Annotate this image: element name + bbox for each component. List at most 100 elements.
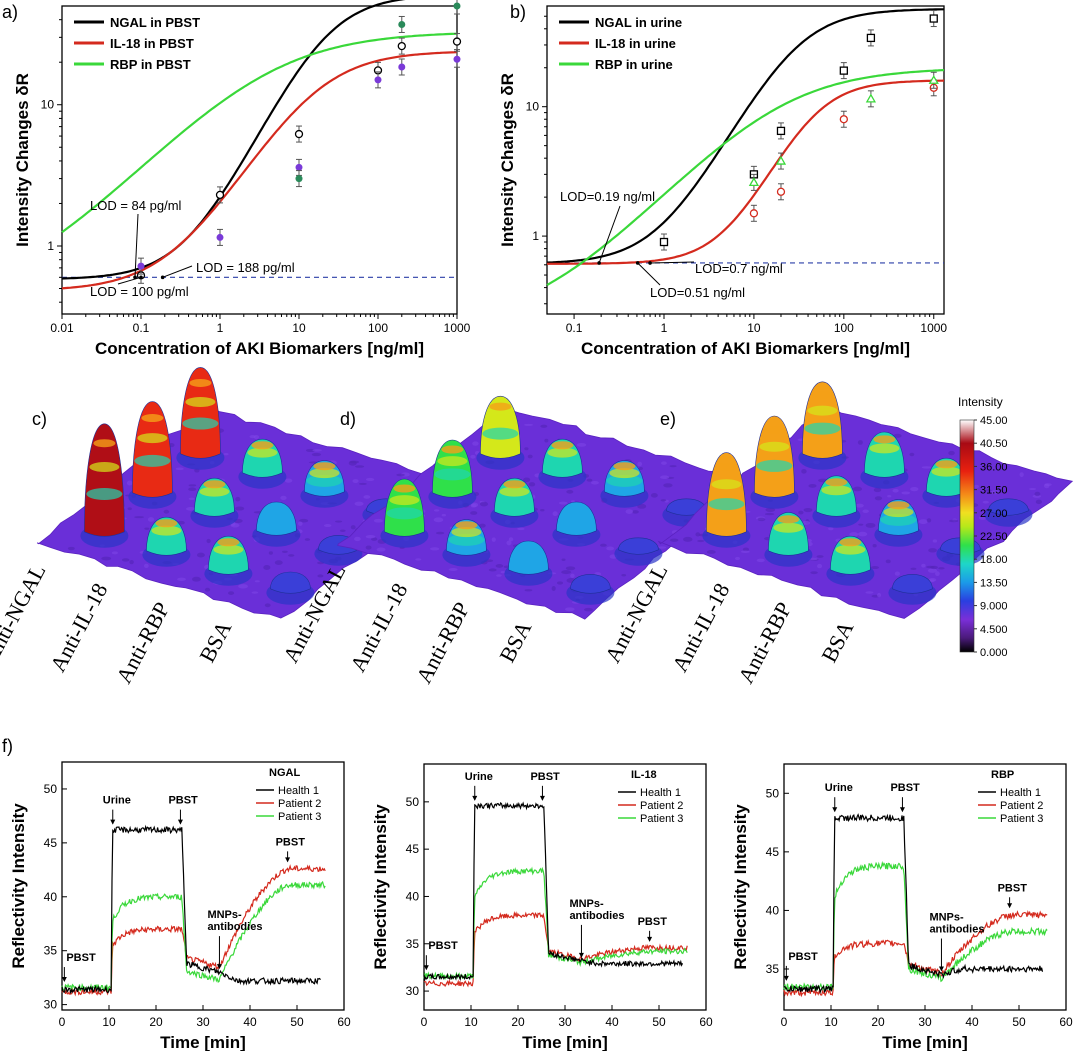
surface-noise — [163, 509, 170, 514]
surface-noise — [932, 539, 938, 543]
y-tick-label: 50 — [766, 786, 780, 800]
peak-band — [151, 525, 182, 536]
chart-a: 0.01 0.1 1 10 100 1000 1 10 Concentration of AKI… — [13, 0, 471, 358]
row-label: Anti-RBP — [111, 598, 174, 687]
x-tick-label: 100 — [834, 321, 854, 335]
row-label: BSA — [816, 617, 858, 667]
peak-band — [199, 486, 230, 497]
peak-band — [931, 466, 962, 477]
peak-band — [185, 396, 216, 407]
annotation-arrow — [162, 265, 193, 278]
annotation-line: PBST — [788, 951, 818, 963]
chart-f2: 0 10 20 30 40 50 60 30 35 40 45 50 Time [min] Reflect… — [371, 763, 713, 1051]
surface-noise — [206, 538, 211, 544]
colorbar: Intensity 45.00 40.50 36.00 31.50 27.00 22.50 1… — [958, 395, 1008, 659]
surface-noise — [288, 554, 295, 557]
x-tick-label: 20 — [871, 1015, 885, 1029]
surface-noise — [373, 518, 383, 523]
peak-band — [883, 507, 914, 518]
annotation-line: Urine — [465, 771, 493, 783]
surface-noise — [528, 482, 536, 487]
annotation-line: MNPs- — [569, 898, 604, 910]
data-point — [865, 93, 877, 103]
surface-noise — [921, 466, 932, 469]
surface-noise — [147, 517, 155, 522]
annotation-label: PBST — [276, 836, 306, 848]
surface-noise — [354, 465, 365, 468]
surface-noise — [552, 511, 558, 517]
y-tick-label: 1 — [47, 239, 54, 253]
colorbar-tick-label: 45.00 — [980, 415, 1008, 427]
surface-noise — [561, 570, 572, 575]
peak-band — [763, 425, 786, 434]
surface-noise — [348, 460, 357, 466]
colorbar-tick-label: 36.00 — [980, 461, 1008, 473]
surface-noise — [810, 571, 818, 575]
surface-noise — [935, 571, 940, 577]
surface-noise — [479, 523, 486, 528]
y-axis-title: Reflectivity Intensity — [9, 803, 28, 969]
legend-label: Patient 3 — [278, 811, 321, 823]
surface-noise — [264, 603, 271, 608]
peak-band — [434, 468, 471, 481]
annotation-label: Urine — [465, 771, 493, 783]
surface-noise — [495, 564, 504, 568]
surface-noise — [254, 580, 260, 583]
surface-noise — [228, 591, 235, 595]
annotation-label: PBST — [168, 795, 198, 807]
arrow-head — [597, 261, 601, 265]
surface-noise — [858, 523, 864, 526]
legend-label: RBP in PBST — [110, 57, 191, 72]
surface-noise — [299, 518, 309, 523]
surface-noise — [435, 531, 445, 535]
peak-0-0 — [84, 423, 125, 537]
peak-band — [309, 468, 340, 479]
lod-annotation: LOD=0.19 ng/ml — [560, 189, 655, 204]
arrow-head — [133, 275, 137, 280]
x-tick-label: 30 — [918, 1015, 932, 1029]
peak-band — [451, 527, 482, 538]
data-point — [453, 55, 461, 63]
chart-title: RBP — [991, 769, 1014, 781]
peak-band — [551, 441, 574, 450]
x-tick-label: 10 — [102, 1015, 116, 1029]
surface-noise — [470, 454, 476, 459]
arrow-head — [578, 952, 584, 958]
arrow-head — [648, 261, 652, 265]
surface-noise — [565, 607, 575, 612]
y-tick-label: 50 — [406, 795, 420, 809]
peak-band — [485, 414, 516, 425]
surface-noise — [433, 509, 440, 512]
fit-curve-2 — [546, 69, 945, 286]
peak-band — [306, 474, 343, 487]
surface-noise — [188, 484, 197, 487]
surface-noise — [631, 510, 639, 514]
peak-band — [825, 478, 848, 487]
surface-noise — [354, 536, 361, 542]
peak-band — [708, 498, 745, 511]
surface-noise — [928, 548, 937, 553]
panel-label-e: e) — [660, 409, 676, 429]
surface-noise — [926, 565, 935, 569]
surface-noise — [973, 484, 980, 489]
annotation-line: antibodies — [207, 921, 262, 933]
surface-noise — [188, 487, 197, 492]
surface-noise — [874, 496, 883, 501]
surface-noise — [523, 423, 534, 426]
peak-band — [482, 427, 519, 440]
surface-noise — [756, 558, 765, 563]
surface-noise — [365, 477, 375, 482]
surface-noise — [828, 527, 834, 531]
surface-noise — [948, 450, 955, 456]
x-tick-label: 10 — [824, 1015, 838, 1029]
y-tick-label: 40 — [406, 889, 420, 903]
surface-noise — [586, 478, 593, 482]
surface-noise — [877, 592, 882, 598]
surface-noise — [540, 509, 545, 512]
surface-noise — [873, 487, 882, 493]
x-tick-label: 0.1 — [566, 321, 583, 335]
annotation-arrow — [598, 205, 621, 264]
peak-band — [313, 462, 336, 471]
panel-label-a: a) — [2, 2, 18, 22]
surface-noise — [479, 501, 489, 507]
